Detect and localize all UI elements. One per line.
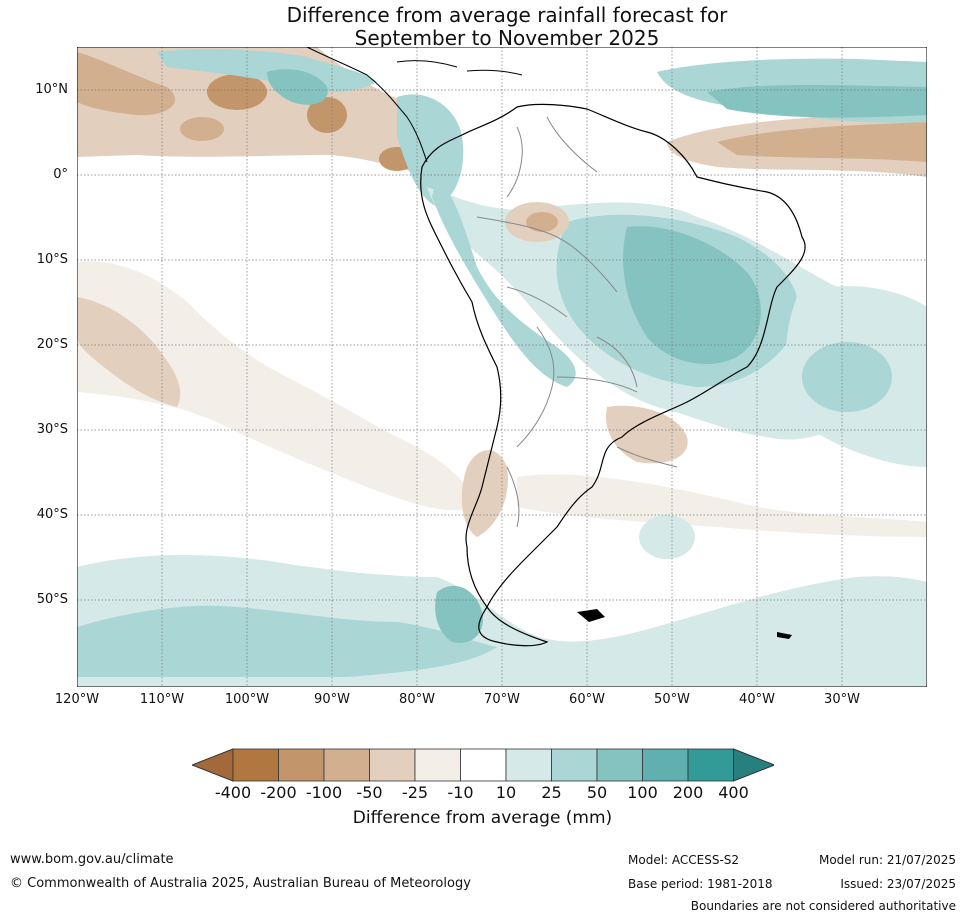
wet-core-southern-ocean [77, 605, 497, 677]
lat-label-10s: 10°S [36, 252, 68, 267]
wet-patch-south-atlantic [639, 515, 695, 559]
falkland-islands [577, 609, 605, 622]
footer-copyright: © Commonwealth of Australia 2025, Austra… [10, 876, 471, 891]
colorbar-tick-label: 200 [672, 783, 704, 802]
lat-label-30s: 30°S [36, 422, 68, 437]
lon-label-30w: 30°W [824, 692, 860, 707]
dry-core-atlantic [717, 122, 927, 162]
colorbar-tick-label: 25 [541, 783, 562, 802]
colorbar [192, 748, 774, 782]
footer-website[interactable]: www.bom.gov.au/climate [10, 852, 174, 867]
wet-core-south-chile [435, 585, 483, 643]
dry-core-south-pacific [77, 297, 181, 407]
central-america-coastline [306, 47, 428, 163]
lon-label-110w: 110°W [139, 692, 185, 707]
colorbar-cell [687, 748, 734, 782]
colorbar-cell [232, 748, 279, 782]
wet-region-central-america [397, 94, 464, 207]
colorbar-tick-label: 100 [627, 783, 658, 802]
wet-region-caribbean [267, 69, 328, 105]
dry-region-south-atlantic [517, 474, 927, 537]
lon-label-70w: 70°W [484, 692, 520, 707]
lon-label-50w: 50°W [654, 692, 690, 707]
colorbar-extend-low [192, 748, 234, 782]
lon-label-60w: 60°W [569, 692, 605, 707]
lat-label-0: 0° [53, 167, 68, 182]
colorbar-tick-label: -200 [260, 783, 297, 802]
colorbar-cell [551, 748, 598, 782]
dry-core-north-pacific [77, 52, 176, 116]
dry-core-4 [180, 117, 224, 141]
colorbar-tick-label: 10 [495, 783, 517, 802]
lat-label-10n: 10°N [35, 82, 68, 97]
colorbar-tick-label: 50 [586, 783, 608, 802]
title-line-2: September to November 2025 [354, 26, 660, 50]
lon-label-40w: 40°W [739, 692, 775, 707]
colorbar-cell [596, 748, 643, 782]
lon-label-120w: 120°W [54, 692, 100, 707]
wet-core-atlantic-north [707, 84, 927, 118]
colorbar-cell [414, 748, 461, 782]
colorbar-tick-label: -50 [356, 783, 383, 802]
lon-label-90w: 90°W [314, 692, 350, 707]
colorbar-cell [642, 748, 689, 782]
map-title: Difference from average rainfall forecas… [0, 4, 965, 50]
dry-region-uruguay [606, 405, 688, 464]
colorbar-tick-label: -10 [447, 783, 474, 802]
wet-andes-strip [432, 177, 576, 387]
colorbar-tick-label: 400 [718, 783, 749, 802]
south-america-coastline [420, 103, 806, 647]
footer-model: Model: ACCESS-S2 [628, 853, 740, 867]
colorbar-cell [460, 748, 507, 782]
dry-amazon-core [526, 212, 558, 232]
graticule [77, 47, 927, 687]
colorbar-cell [505, 748, 552, 782]
south-georgia [777, 632, 792, 639]
footer-base-period: Base period: 1981-2018 [628, 877, 773, 891]
colorbar-tick-label: -100 [305, 783, 343, 802]
caribbean-islands [396, 60, 523, 76]
colorbar-cell [278, 748, 325, 782]
wet-core-east-atlantic [802, 342, 892, 412]
colorbar-extend-high [733, 748, 774, 782]
lon-label-80w: 80°W [399, 692, 435, 707]
dry-core-2 [307, 97, 347, 133]
colorbar-tick-label: -25 [401, 783, 429, 802]
country-borders [476, 116, 678, 528]
footer-model-run: Model run: 21/07/2025 [818, 853, 956, 867]
dry-core-1 [207, 74, 267, 110]
colorbar-cell [369, 748, 416, 782]
colorbar-label: Difference from average (mm) [352, 808, 613, 828]
lat-label-50s: 50°S [36, 592, 68, 607]
wet-strong-brazil [623, 226, 761, 365]
colorbar-cell [323, 748, 370, 782]
rainfall-anomaly-map [77, 47, 927, 687]
lon-label-100w: 100°W [224, 692, 270, 707]
title-line-1: Difference from average rainfall forecas… [286, 3, 728, 27]
wet-region-north-pacific [157, 49, 377, 92]
dry-region-south-pacific [77, 261, 477, 511]
lat-label-20s: 20°S [36, 337, 68, 352]
lat-label-40s: 40°S [36, 507, 68, 522]
footer-disclaimer: Boundaries are not considered authoritat… [690, 899, 956, 913]
colorbar-tick-label: -400 [214, 783, 252, 802]
footer-issued: Issued: 23/07/2025 [840, 877, 956, 891]
